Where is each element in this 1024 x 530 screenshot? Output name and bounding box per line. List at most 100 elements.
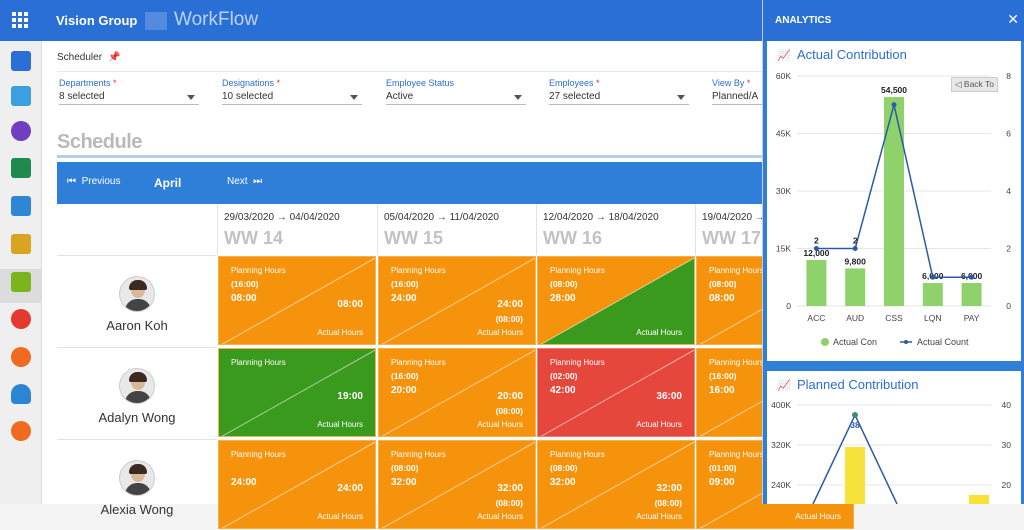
- previous-button[interactable]: ⏮ Previous: [67, 176, 121, 187]
- line-point: [852, 412, 858, 418]
- actual-value: 24:00: [497, 299, 523, 310]
- x-tick-label: LQN: [924, 313, 941, 323]
- close-icon[interactable]: ✕: [1007, 11, 1019, 27]
- actual-value: 32:00: [497, 483, 523, 494]
- planning-value: 28:00: [550, 293, 576, 304]
- people-icon[interactable]: [11, 121, 31, 141]
- next-button[interactable]: Next ⏭: [227, 176, 263, 187]
- y-tick-label: 15K: [776, 244, 791, 254]
- actual-total: (08:00): [495, 498, 523, 508]
- bar: [969, 495, 989, 504]
- document-icon[interactable]: [11, 196, 31, 216]
- actual-value: 24:00: [337, 483, 363, 494]
- line-point: [813, 246, 819, 251]
- x-tick-label: PAY: [964, 313, 980, 323]
- actual-hours-label: Actual Hours: [317, 328, 363, 337]
- y-tick-label: 0: [786, 301, 791, 311]
- planning-hours-label: Planning Hours: [709, 266, 764, 275]
- spreadsheet-icon[interactable]: [11, 158, 31, 178]
- filter-designations[interactable]: Designations * 10 selected: [222, 78, 362, 105]
- planning-total: (08:00): [391, 463, 419, 473]
- actual-hours-label: Actual Hours: [636, 512, 682, 521]
- pin-icon[interactable]: 📌: [108, 52, 121, 63]
- planning-total: (16:00): [391, 371, 419, 381]
- planning-total: (16:00): [391, 279, 419, 289]
- schedule-cell[interactable]: Planning Hours (16:00) 20:00 20:00 (08:0…: [378, 348, 536, 437]
- schedule-cell[interactable]: Planning Hours 24:00 24:00 Actual Hours: [218, 440, 376, 529]
- schedule-cell[interactable]: Planning Hours (16:00) 24:00 24:00 (08:0…: [378, 256, 536, 345]
- planned-contribution-panel: 📈 Planned Contribution 240K 320K 400K 20 30 4…: [767, 371, 1021, 504]
- analytics-body: 📈 Actual Contribution ◁ Back To 0 15K 30K 4…: [763, 41, 1024, 504]
- bar: [884, 97, 904, 306]
- planned-contribution-chart: 240K 320K 400K 20 30 40 38: [771, 400, 1012, 504]
- back-to-button[interactable]: ◁ Back To: [951, 77, 998, 92]
- chevron-down-icon[interactable]: [350, 95, 358, 100]
- legend-bar-icon: [821, 338, 829, 346]
- scheduler-icon[interactable]: [11, 234, 31, 254]
- filter-employees[interactable]: Employees * 27 selected: [549, 78, 689, 105]
- actual-hours-label: Actual Hours: [477, 420, 523, 429]
- sidebar: [0, 41, 42, 504]
- planning-hours-label: Planning Hours: [550, 450, 605, 459]
- month-nav-bar: ⏮ Previous April Next ⏭: [57, 162, 762, 204]
- cloud-icon[interactable]: [11, 384, 31, 404]
- actual-contribution-chart: 0 15K 30K 45K 60K 0 2 4 6 8 12,000 ACC 9,800 AUD 54,50…: [776, 71, 1011, 347]
- employee-row-header: Alexia Wong: [57, 439, 217, 530]
- bar: [922, 283, 943, 306]
- chevron-down-icon[interactable]: [514, 95, 522, 100]
- schedule-grid: 29/03/2020 → 04/04/2020 WW 14 05/04/2020 …: [57, 204, 854, 529]
- schedule-cell[interactable]: Planning Hours (08:00) 32:00 32:00 (08:0…: [378, 440, 536, 529]
- dashboard-chart-icon[interactable]: [11, 51, 31, 71]
- schedule-cell[interactable]: Planning Hours 19:00 Actual Hours: [218, 348, 376, 437]
- y2-tick-label: 0: [1006, 301, 1011, 311]
- line-point: [891, 102, 897, 108]
- line-point: [930, 274, 936, 280]
- actual-value: 08:00: [337, 299, 363, 310]
- legend-label: Actual Count: [917, 337, 969, 347]
- week-dates: 29/03/2020 → 04/04/2020: [224, 212, 340, 223]
- avatar: [119, 368, 155, 404]
- chevron-down-icon[interactable]: [677, 95, 685, 100]
- current-month: April: [154, 176, 182, 190]
- bar: [845, 268, 866, 306]
- actual-hours-label: Actual Hours: [636, 420, 682, 429]
- page-subtitle: Scheduler: [57, 52, 103, 63]
- line-point: [969, 274, 975, 280]
- clock-icon[interactable]: [11, 272, 31, 292]
- avatar: [119, 460, 155, 496]
- chevron-down-icon[interactable]: [187, 95, 195, 100]
- actual-total: (08:00): [495, 406, 523, 416]
- planning-value: 32:00: [391, 477, 417, 488]
- filter-departments[interactable]: Departments * 8 selected: [59, 78, 199, 105]
- data-label: 2: [853, 236, 858, 246]
- schedule-cell[interactable]: Planning Hours (08:00) 28:00 Actual Hour…: [537, 256, 695, 345]
- filter-view-by[interactable]: View By * Planned/A: [712, 78, 762, 105]
- actual-hours-label: Actual Hours: [636, 328, 682, 337]
- planning-value: 08:00: [231, 293, 257, 304]
- y-tick-label: 30K: [776, 186, 791, 196]
- planning-total: (08:00): [550, 279, 578, 289]
- chart-icon: 📈: [777, 50, 791, 62]
- analytics-title: ANALYTICS: [775, 15, 832, 26]
- y2-tick-label: 30: [1002, 440, 1012, 450]
- title-underline: [57, 155, 762, 158]
- planning-hours-label: Planning Hours: [391, 358, 446, 367]
- schedule-cell[interactable]: Planning Hours (02:00) 42:00 36:00 Actua…: [537, 348, 695, 437]
- y2-tick-label: 2: [1006, 244, 1011, 254]
- folder-icon[interactable]: [11, 86, 31, 106]
- schedule-cell[interactable]: Planning Hours (08:00) 32:00 32:00 (08:0…: [537, 440, 695, 529]
- y-tick-label: 60K: [776, 71, 791, 81]
- line-point: [852, 246, 858, 251]
- filter-employee-status[interactable]: Employee Status Active: [386, 78, 526, 105]
- y2-tick-label: 6: [1006, 129, 1011, 139]
- app-launcher-icon[interactable]: [12, 12, 28, 28]
- refresh-icon[interactable]: [11, 347, 31, 367]
- x-tick-label: AUD: [846, 313, 864, 323]
- schedule-cell[interactable]: Planning Hours (16:00) 08:00 08:00 Actua…: [218, 256, 376, 345]
- forward-arrow-icon[interactable]: [11, 309, 31, 329]
- planning-hours-label: Planning Hours: [550, 358, 605, 367]
- week-number: WW 17: [702, 228, 762, 248]
- planning-value: 09:00: [709, 477, 735, 488]
- planning-value: 08:00: [709, 293, 735, 304]
- headset-icon[interactable]: [11, 421, 31, 441]
